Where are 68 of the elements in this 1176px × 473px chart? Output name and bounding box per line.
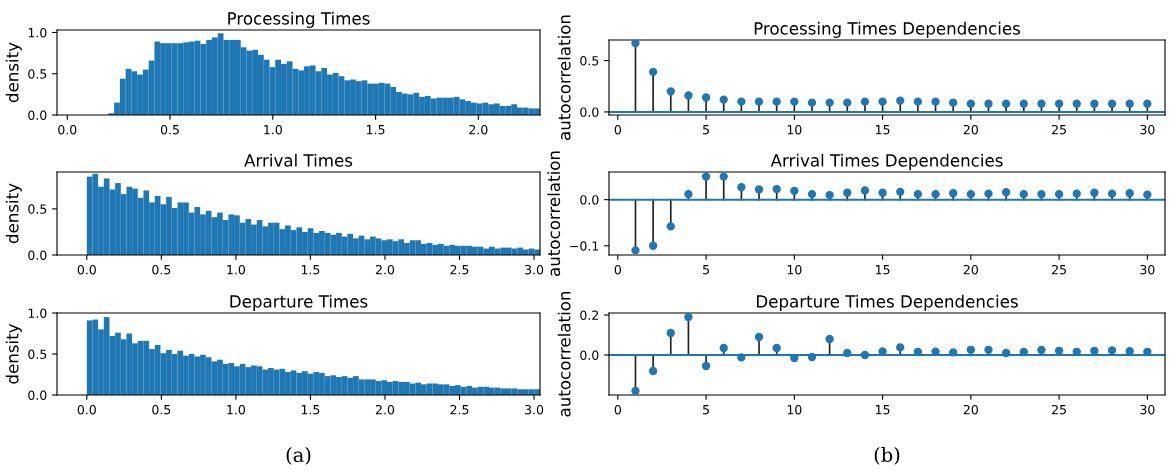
y-axis-title: autocorrelation bbox=[557, 291, 571, 417]
y-axis-title: density bbox=[5, 183, 22, 244]
x-tick-label: 2.5 bbox=[450, 264, 469, 275]
y-tick-label: 0.5 bbox=[28, 204, 47, 214]
x-tick-label: 15 bbox=[876, 265, 890, 275]
x-tick-label: 0.0 bbox=[77, 264, 96, 275]
x-tick-label: 0 bbox=[614, 264, 621, 275]
x-tick-label: 25 bbox=[1052, 404, 1066, 415]
x-tick-label: 0.5 bbox=[152, 264, 171, 275]
chart-title: Processing Times bbox=[228, 11, 370, 28]
x-tick-label: 15 bbox=[876, 125, 890, 135]
x-tick-label: 0.5 bbox=[152, 404, 171, 415]
text: (b) bbox=[874, 447, 900, 465]
y-tick-label: 0.5 bbox=[580, 56, 599, 66]
y-tick-label: 0.0 bbox=[28, 390, 47, 400]
y-tick-label: 0.5 bbox=[28, 349, 47, 359]
x-tick-label: 3.0 bbox=[525, 264, 544, 275]
text: (a) bbox=[286, 447, 311, 465]
y-tick-label: 0.0 bbox=[580, 195, 599, 205]
x-tick-label: 0 bbox=[614, 124, 621, 135]
y-tick-label: 0.0 bbox=[28, 110, 47, 120]
x-tick-label: 20 bbox=[963, 124, 978, 135]
x-tick-label: 30 bbox=[1140, 124, 1155, 135]
x-tick-label: 1.5 bbox=[367, 125, 385, 135]
y-tick-label: 1.0 bbox=[28, 308, 47, 318]
x-tick-label: 2.0 bbox=[375, 404, 395, 415]
x-tick-label: 3.0 bbox=[525, 404, 544, 415]
x-tick-label: 10 bbox=[787, 124, 802, 135]
x-tick-label: 30 bbox=[1140, 404, 1155, 415]
y-tick-label: 0.0 bbox=[28, 250, 47, 260]
y-axis-title: density bbox=[5, 323, 22, 384]
x-tick-label: 0.0 bbox=[77, 404, 96, 415]
chart-title: Departure Times Dependencies bbox=[757, 294, 1018, 311]
x-tick-label: 1.0 bbox=[227, 404, 245, 415]
y-tick-label: 0.0 bbox=[580, 107, 599, 117]
x-tick-label: 0 bbox=[614, 404, 621, 415]
x-tick-label: 15 bbox=[876, 405, 890, 415]
x-tick-label: 20 bbox=[963, 264, 978, 275]
x-tick-label: 2.0 bbox=[469, 124, 488, 135]
x-tick-label: 1.0 bbox=[227, 264, 245, 275]
y-tick-label: 0.2 bbox=[580, 310, 599, 320]
x-tick-label: 5 bbox=[703, 405, 709, 415]
x-tick-label: 5 bbox=[703, 265, 709, 275]
x-tick-label: 25 bbox=[1052, 264, 1066, 275]
y-tick-label: 1.0 bbox=[28, 27, 47, 38]
chart-title: Departure Times bbox=[230, 294, 368, 311]
chart-title: Arrival Times bbox=[244, 153, 353, 167]
x-tick-label: 1.5 bbox=[301, 265, 320, 275]
x-tick-label: 1.0 bbox=[264, 124, 282, 135]
x-tick-label: 30 bbox=[1140, 264, 1155, 275]
y-tick-label: 0.0 bbox=[580, 350, 599, 360]
x-tick-label: 2.5 bbox=[450, 404, 469, 415]
y-axis-title: density bbox=[5, 42, 22, 103]
x-tick-label: 1.5 bbox=[301, 405, 320, 415]
y-tick-label: −0.1 bbox=[570, 241, 599, 251]
x-tick-label: 2.0 bbox=[375, 264, 395, 275]
x-tick-label: 25 bbox=[1052, 124, 1066, 135]
y-axis-title: autocorrelation bbox=[557, 15, 571, 140]
x-tick-label: 10 bbox=[787, 404, 802, 415]
y-tick-label: 0.5 bbox=[28, 69, 47, 79]
x-tick-label: 0.0 bbox=[58, 124, 77, 135]
x-tick-label: 10 bbox=[787, 264, 802, 275]
y-axis-title: autocorrelation bbox=[547, 151, 561, 276]
x-tick-label: 5 bbox=[703, 125, 709, 135]
x-tick-label: 0.5 bbox=[160, 124, 179, 135]
x-tick-label: 20 bbox=[963, 404, 978, 415]
chart-title: Processing Times Dependencies bbox=[754, 21, 1021, 38]
chart-title: Arrival Times Dependencies bbox=[770, 153, 1003, 170]
